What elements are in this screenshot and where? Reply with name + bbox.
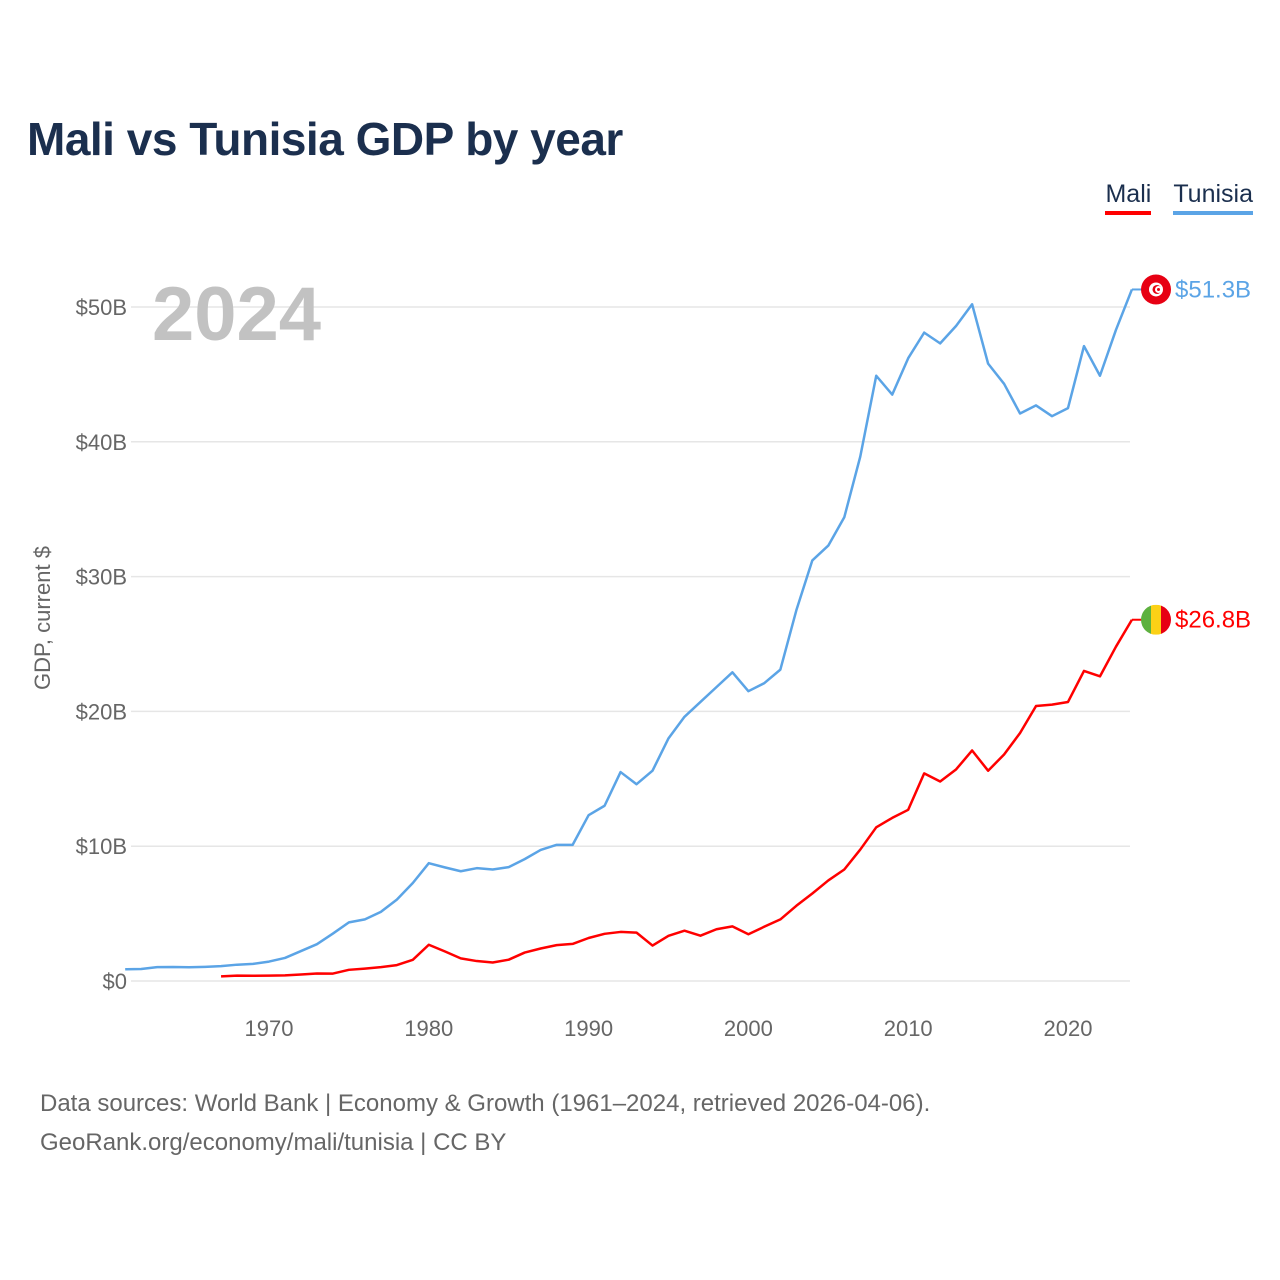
- mali-series-line: [220, 619, 1133, 978]
- tunisia-series-line: [125, 289, 1134, 971]
- x-tick-label: 2020: [1044, 1016, 1093, 1041]
- y-axis-title: GDP, current $: [30, 546, 55, 690]
- data-source-text: Data sources: World Bank | Economy & Gro…: [40, 1090, 931, 1117]
- x-tick-label: 2010: [884, 1016, 933, 1041]
- y-tick-label: $30B: [76, 565, 127, 590]
- tunisia-flag-icon: [1141, 274, 1171, 305]
- attribution-text: GeoRank.org/economy/mali/tunisia | CC BY: [40, 1129, 507, 1156]
- footer: Data sources: World Bank | Economy & Gro…: [40, 1084, 930, 1162]
- legend-item-tunisia[interactable]: Tunisia: [1173, 180, 1253, 215]
- x-tick-label: 1980: [404, 1016, 453, 1041]
- tunisia-end-value-label: $51.3B: [1175, 276, 1251, 303]
- year-overlay: 2024: [152, 272, 321, 357]
- y-tick-label: $0: [103, 969, 127, 994]
- x-tick-label: 1970: [245, 1016, 294, 1041]
- chart-title: Mali vs Tunisia GDP by year: [27, 113, 623, 165]
- mali-end-value-label: $26.8B: [1175, 607, 1251, 634]
- y-tick-label: $50B: [76, 295, 127, 320]
- x-tick-label: 2000: [724, 1016, 773, 1041]
- mali-flag-icon: [1141, 604, 1171, 635]
- y-tick-label: $20B: [76, 699, 127, 724]
- y-tick-label: $10B: [76, 834, 127, 859]
- x-tick-label: 1990: [564, 1016, 613, 1041]
- legend-item-mali[interactable]: Mali: [1105, 180, 1152, 215]
- y-tick-label: $40B: [76, 430, 127, 455]
- legend: Mali Tunisia: [1105, 180, 1253, 215]
